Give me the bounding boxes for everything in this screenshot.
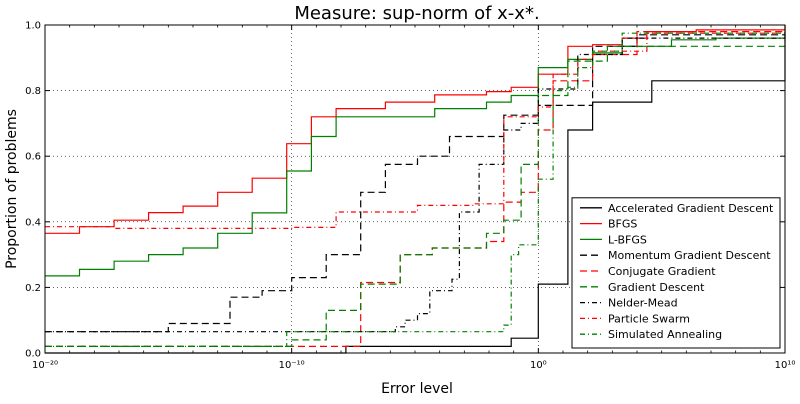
series-line-nelder-mead (45, 31, 786, 333)
legend-label: BFGS (608, 218, 637, 231)
y-axis-label: Proportion of problems (4, 109, 20, 269)
legend-box (571, 197, 781, 349)
chart-title: Measure: sup-norm of x-x*. (294, 3, 539, 24)
legend-label: Simulated Annealing (608, 328, 722, 341)
y-tick-label: 0.6 (25, 152, 41, 163)
y-tick-label: 0.4 (25, 217, 41, 228)
series-line-momentum-gradient-descent (45, 31, 786, 333)
legend-label: Particle Swarm (608, 312, 690, 325)
y-tick-label: 0.0 (25, 349, 41, 360)
y-tick-label: 1.0 (25, 21, 41, 32)
y-tick-label: 0.2 (25, 283, 41, 294)
series-group (45, 25, 786, 354)
legend: Accelerated Gradient Descent BFGS L-BFGS Mo… (571, 197, 781, 349)
x-tick-label: 10¹⁰ (775, 360, 796, 371)
series-line-gradient-descent (45, 39, 786, 347)
x-tick-label: 10⁰ (530, 360, 547, 371)
x-tick-label: 10⁻¹⁰ (279, 360, 305, 371)
legend-label: Accelerated Gradient Descent (608, 202, 774, 215)
y-tick-label: 0.8 (25, 86, 41, 97)
x-tick-label: 10⁻²⁰ (32, 360, 58, 371)
series-line-l-bfgs (45, 37, 785, 277)
series-line-accelerated-gradient-descent (45, 34, 786, 354)
legend-label: Gradient Descent (608, 281, 705, 294)
legend-label: Conjugate Gradient (608, 265, 716, 278)
legend-label: Momentum Gradient Descent (608, 249, 771, 262)
legend-label: L-BFGS (608, 233, 647, 246)
series-line-particle-swarm (45, 26, 786, 229)
legend-label: Nelder-Mead (608, 297, 678, 310)
x-axis-label: Error level (381, 381, 453, 397)
ticks: 10⁻²⁰ 10⁻¹⁰ 10⁰ 10¹⁰ 0.0 0.2 0.4 0.6 0.8 1.0 (25, 21, 795, 372)
